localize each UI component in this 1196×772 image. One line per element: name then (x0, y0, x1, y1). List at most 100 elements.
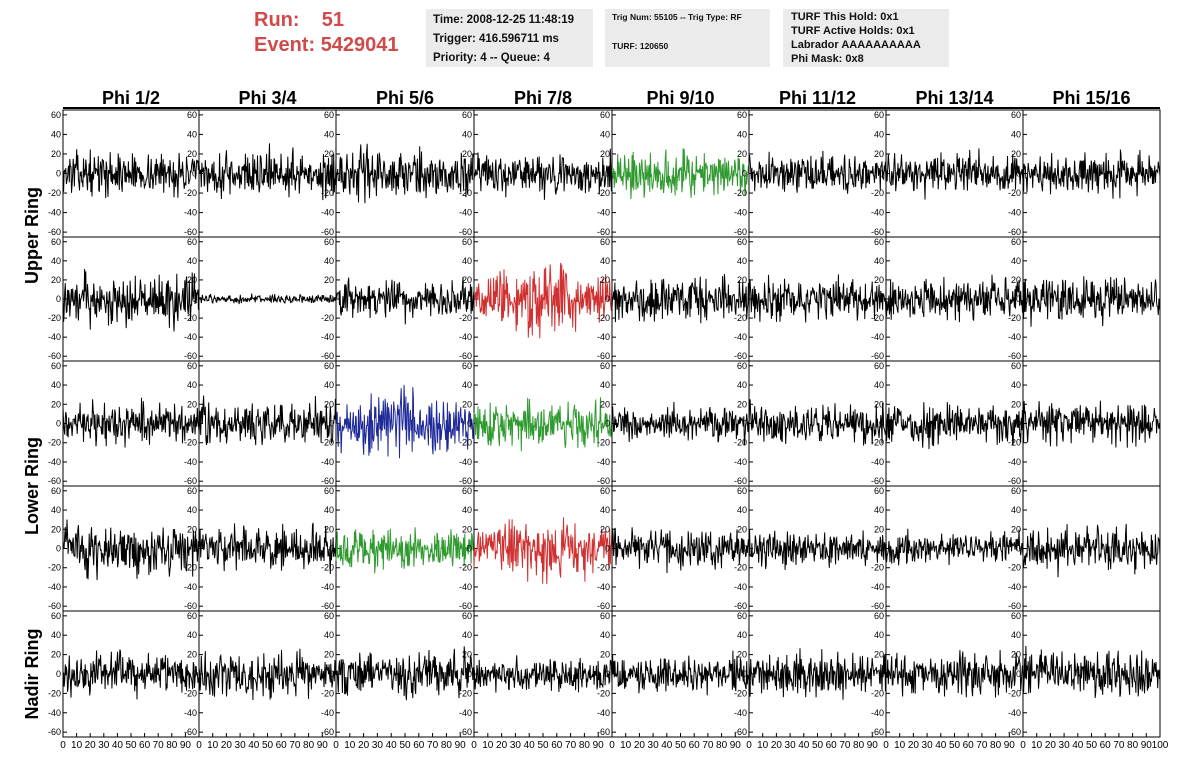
y-tick-label: 20 (737, 275, 747, 285)
y-tick-label: 20 (600, 524, 610, 534)
y-tick-label: -60 (321, 227, 334, 237)
waveform-trace-r3-c2 (198, 395, 337, 446)
y-tick-label: -20 (184, 313, 197, 323)
y-tick-label: 0 (605, 544, 610, 554)
y-tick-label: -20 (871, 438, 884, 448)
trigger-text: Trigger: 416.596711 ms (433, 33, 559, 45)
y-tick-label: -40 (734, 208, 747, 218)
y-tick-label: -20 (734, 438, 747, 448)
y-tick-label: -60 (1008, 351, 1021, 361)
turf-text: TURF: 120650 (612, 41, 669, 51)
column-title-7: Phi 13/14 (915, 88, 993, 108)
x-tick-label: 30 (98, 740, 110, 751)
waveform-trace-r1-c3 (335, 143, 475, 204)
run-value: 51 (321, 9, 345, 31)
x-tick-label: 60 (551, 740, 563, 751)
y-tick-label: 40 (324, 505, 334, 515)
y-tick-label: 60 (462, 237, 472, 247)
y-tick-label: 20 (1011, 399, 1021, 409)
y-tick-label: 20 (1011, 650, 1021, 660)
y-tick-label: 0 (605, 669, 610, 679)
x-tick-label: 40 (524, 740, 536, 751)
y-tick-label: 60 (324, 361, 334, 371)
y-tick-label: 20 (51, 524, 61, 534)
y-tick-label: -60 (459, 227, 472, 237)
x-tick-label: 40 (661, 740, 673, 751)
x-tick-label: 0 (609, 740, 615, 751)
y-tick-label: -60 (734, 476, 747, 486)
y-tick-label: 60 (324, 237, 334, 247)
y-tick-label: -40 (734, 582, 747, 592)
x-tick-label: 100 (1152, 740, 1169, 751)
x-tick-label: 80 (579, 740, 591, 751)
y-tick-label: -20 (597, 438, 610, 448)
y-tick-label: 0 (742, 294, 747, 304)
x-tick-label: 20 (908, 740, 920, 751)
x-tick-label: 30 (510, 740, 522, 751)
y-tick-label: 20 (874, 275, 884, 285)
column-title-2: Phi 3/4 (238, 88, 296, 108)
x-tick-label: 90 (1141, 740, 1153, 751)
y-tick-label: -40 (597, 708, 610, 718)
x-tick-label: 40 (386, 740, 398, 751)
y-tick-label: -40 (1008, 208, 1021, 218)
y-tick-label: 60 (600, 361, 610, 371)
waveform-trace-r2-c4 (473, 262, 613, 339)
y-tick-label: -60 (459, 351, 472, 361)
x-tick-label: 70 (702, 740, 714, 751)
waveform-trace-r3-c5 (611, 401, 750, 446)
y-tick-label: -20 (184, 188, 197, 198)
y-tick-label: -60 (48, 476, 61, 486)
y-tick-label: -40 (459, 208, 472, 218)
y-tick-label: 20 (600, 149, 610, 159)
y-tick-label: -40 (321, 582, 334, 592)
y-tick-label: -40 (597, 332, 610, 342)
y-tick-label: -20 (184, 563, 197, 573)
y-tick-label: 0 (467, 544, 472, 554)
y-tick-label: 60 (187, 611, 197, 621)
y-tick-label: -60 (871, 476, 884, 486)
y-tick-label: 40 (874, 256, 884, 266)
x-tick-label: 10 (207, 740, 219, 751)
x-tick-label: 90 (317, 740, 329, 751)
y-tick-label: 40 (874, 630, 884, 640)
y-tick-label: 60 (462, 611, 472, 621)
y-tick-label: 40 (737, 129, 747, 139)
x-tick-label: 80 (716, 740, 728, 751)
x-tick-label: 10 (71, 740, 83, 751)
waveform-trace-r1-c7 (885, 148, 1024, 200)
y-tick-label: -60 (1008, 727, 1021, 737)
y-tick-label: -60 (597, 476, 610, 486)
x-tick-label: 40 (1072, 740, 1084, 751)
y-tick-label: -40 (1008, 457, 1021, 467)
y-tick-label: 60 (874, 611, 884, 621)
y-tick-label: 20 (462, 149, 472, 159)
waveform-trace-r5-c6 (748, 648, 887, 700)
x-tick-label: 70 (839, 740, 851, 751)
y-tick-label: -20 (734, 188, 747, 198)
y-tick-label: 60 (874, 110, 884, 120)
waveform-trace-r4-c5 (611, 527, 750, 574)
y-tick-label: 20 (187, 149, 197, 159)
y-tick-label: 0 (56, 544, 61, 554)
y-tick-label: -40 (184, 457, 197, 467)
x-tick-label: 20 (1045, 740, 1057, 751)
y-tick-label: -20 (871, 188, 884, 198)
waveform-trace-r4-c8 (1022, 523, 1161, 578)
y-tick-label: -60 (734, 351, 747, 361)
y-tick-label: 20 (737, 399, 747, 409)
y-tick-label: -40 (871, 332, 884, 342)
y-tick-label: -40 (871, 582, 884, 592)
waveform-trace-r5-c3 (335, 646, 475, 701)
x-tick-label: 40 (112, 740, 124, 751)
y-tick-label: -20 (597, 563, 610, 573)
y-tick-label: -40 (48, 457, 61, 467)
y-tick-label: 40 (1011, 129, 1021, 139)
time-text: Time: 2008-12-25 11:48:19 (433, 14, 575, 26)
waveform-trace-r5-c1 (62, 649, 200, 700)
waveform-trace-r4-c2 (198, 522, 337, 575)
y-tick-label: 40 (324, 630, 334, 640)
x-tick-label: 10 (1031, 740, 1043, 751)
y-tick-label: -20 (1008, 563, 1021, 573)
y-tick-label: 40 (462, 505, 472, 515)
